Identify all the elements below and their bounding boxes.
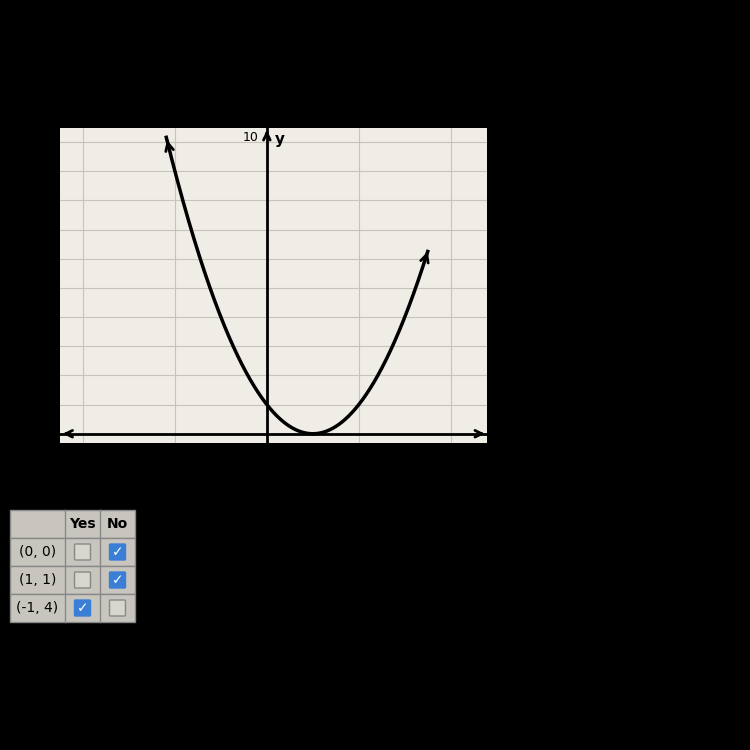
Text: 10: 10 bbox=[243, 131, 259, 144]
Text: by the graph.: by the graph. bbox=[10, 480, 115, 494]
Bar bbox=[10, 510, 135, 538]
Text: Select Yes or No to indicate whether each of the ordered pairs is most likely a : Select Yes or No to indicate whether eac… bbox=[10, 460, 750, 474]
Text: Yes: Yes bbox=[69, 517, 96, 531]
Text: No: No bbox=[106, 517, 128, 531]
Text: x: x bbox=[479, 447, 489, 462]
Text: (0, 0): (0, 0) bbox=[19, 545, 56, 559]
Text: (-1, 4): (-1, 4) bbox=[16, 601, 58, 615]
FancyBboxPatch shape bbox=[110, 600, 125, 616]
Bar bbox=[10, 566, 135, 594]
FancyBboxPatch shape bbox=[74, 572, 91, 588]
FancyBboxPatch shape bbox=[74, 544, 91, 560]
Bar bbox=[10, 538, 135, 566]
FancyBboxPatch shape bbox=[110, 572, 125, 588]
FancyBboxPatch shape bbox=[74, 600, 91, 616]
FancyBboxPatch shape bbox=[110, 544, 125, 560]
Text: ✓: ✓ bbox=[112, 573, 123, 587]
Text: ✓: ✓ bbox=[76, 601, 88, 615]
Text: ✓: ✓ bbox=[112, 545, 123, 559]
Text: y: y bbox=[275, 132, 285, 147]
Bar bbox=[10, 594, 135, 622]
Text: (1, 1): (1, 1) bbox=[19, 573, 56, 587]
